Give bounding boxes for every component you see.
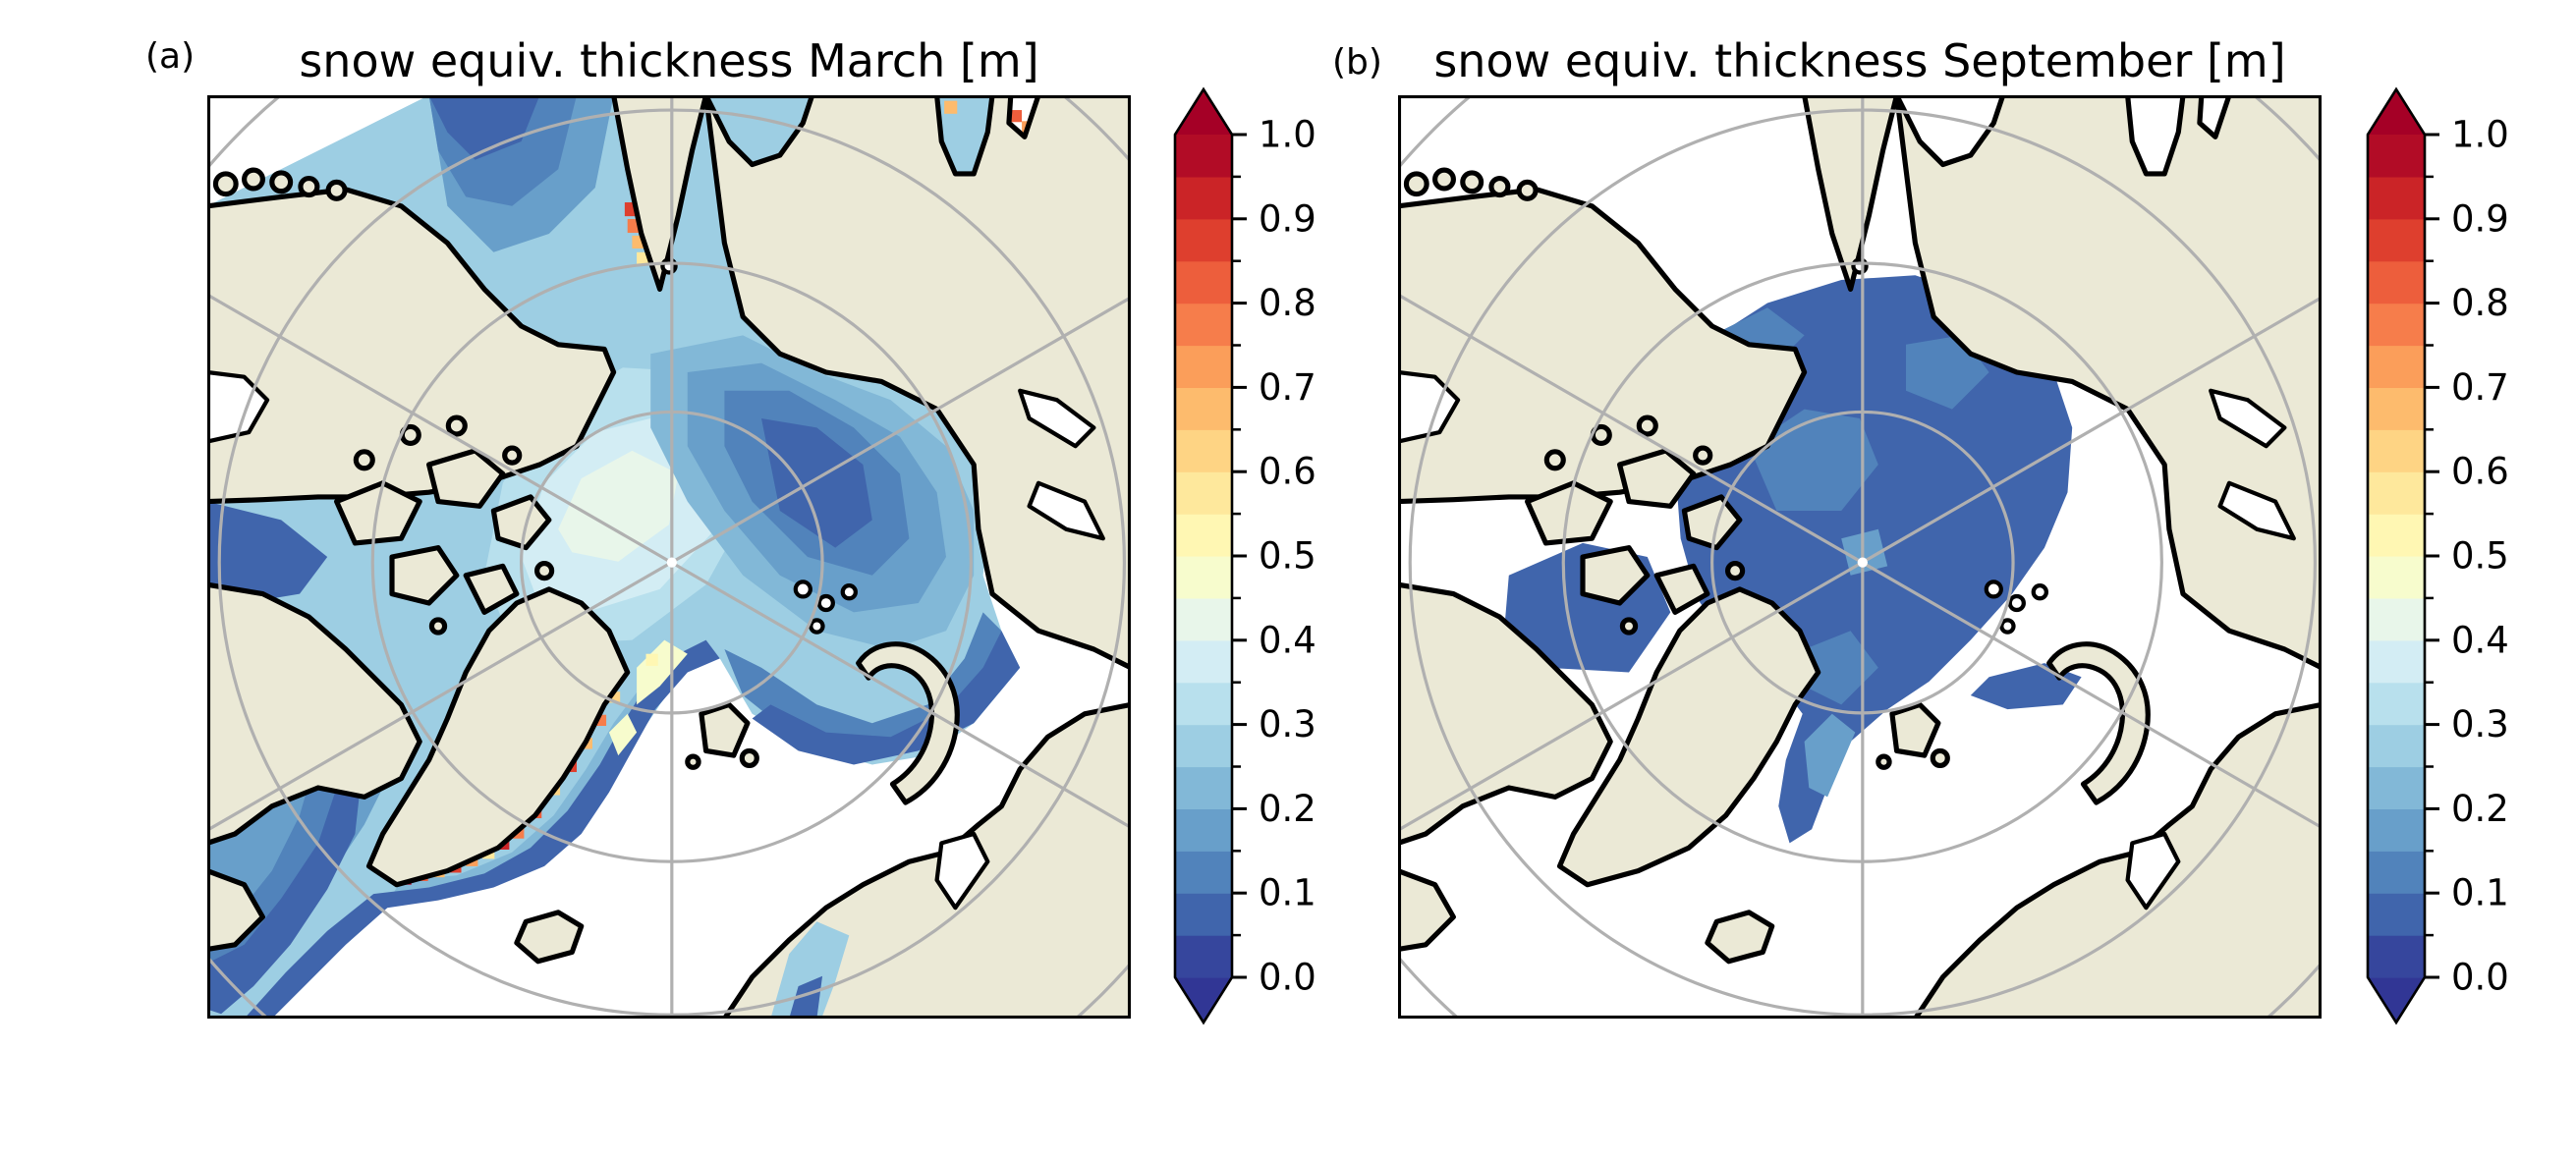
colorbar-bin [2368,724,2425,768]
colorbar-bin [1175,514,1232,557]
colorbar-under-arrow [2368,977,2425,1022]
colorbar-bin [1175,682,1232,726]
colorbar-march: 0.0 0.1 0.2 0.3 0.4 0.5 0.6 0.7 0.8 0.9 1.0 [1173,86,1316,1025]
colorbar-tick-label: 0.0 [2451,957,2509,999]
colorbar-tick-label: 0.3 [2451,703,2509,746]
colorbar-bin [2368,514,2425,557]
panel-label-a: (a) [145,36,196,77]
colorbar-tick-label: 1.0 [2451,114,2509,156]
panel-title-b: snow equiv. thickness September [m] [1433,34,2286,87]
colorbar-tick-label: 0.1 [1259,872,1316,914]
colorbar-tick-label: 0.3 [1259,703,1316,746]
colorbar-bin [1175,935,1232,978]
colorbar-bin [2368,135,2425,178]
colorbar-bin [1175,176,1232,220]
panel-label-b: (b) [1332,42,1382,83]
colorbar-tick-label: 0.1 [2451,872,2509,914]
colorbar-bin [1175,135,1232,178]
colorbar-bin [1175,218,1232,262]
map-september [1398,95,2322,1019]
colorbar-bin [1175,387,1232,430]
colorbar-bin [1175,808,1232,852]
colorbar-tick-label: 0.7 [1259,366,1316,409]
colorbar-bin [2368,682,2425,726]
colorbar-tick-label: 0.6 [2451,451,2509,493]
colorbar-bin [1175,597,1232,641]
colorbar-bin [1175,471,1232,515]
colorbar-bin [2368,639,2425,684]
map-march [207,95,1131,1019]
colorbar-bin [1175,639,1232,684]
colorbar-tick-label: 0.8 [2451,282,2509,324]
colorbar-bin [1175,429,1232,472]
colorbar-bin [2368,556,2425,599]
colorbar-bin [1175,724,1232,768]
colorbar-tick-label: 0.5 [1259,535,1316,578]
colorbar-bin [1175,260,1232,304]
colorbar-under-arrow [1175,977,1232,1022]
colorbar-bin [2368,218,2425,262]
colorbar-bin [2368,429,2425,472]
colorbar-tick-label: 0.7 [2451,366,2509,409]
colorbar-bin [2368,851,2425,894]
march-interior-seas [770,921,850,1019]
colorbar-bin [2368,176,2425,220]
colorbar-bin [2368,808,2425,852]
colorbar-tick-label: 1.0 [1259,114,1316,156]
colorbar-tick-label: 0.2 [1259,788,1316,830]
colorbar-over-arrow [1175,89,1232,135]
colorbar-tick-label: 0.2 [2451,788,2509,830]
colorbar-bin [2368,260,2425,304]
colorbar-bin [1175,556,1232,599]
colorbar-bin [2368,935,2425,978]
colorbar-tick-label: 0.9 [2451,197,2509,240]
colorbar-bin [2368,303,2425,347]
colorbar-over-arrow [2368,89,2425,135]
colorbar-bin [2368,893,2425,936]
colorbar-bin [1175,766,1232,809]
colorbar-bin [2368,471,2425,515]
colorbar-bin [1175,893,1232,936]
colorbar-bin [2368,345,2425,388]
colorbar-bin [2368,387,2425,430]
colorbar-tick-label: 0.5 [2451,535,2509,578]
colorbar-bin [1175,851,1232,894]
colorbar-tick-label: 0.6 [1259,451,1316,493]
colorbar-bin [2368,766,2425,809]
colorbar-tick-label: 0.0 [1259,957,1316,999]
colorbar-bin [1175,345,1232,388]
colorbar-tick-label: 0.4 [2451,619,2509,661]
colorbar-tick-label: 0.9 [1259,197,1316,240]
colorbar-september: 0.0 0.1 0.2 0.3 0.4 0.5 0.6 0.7 0.8 0.9 1.0 [2366,86,2509,1025]
colorbar-tick-label: 0.4 [1259,619,1316,661]
colorbar-tick-label: 0.8 [1259,282,1316,324]
panel-title-a: snow equiv. thickness March [m] [299,34,1039,87]
colorbar-bin [2368,597,2425,641]
colorbar-bin [1175,303,1232,347]
